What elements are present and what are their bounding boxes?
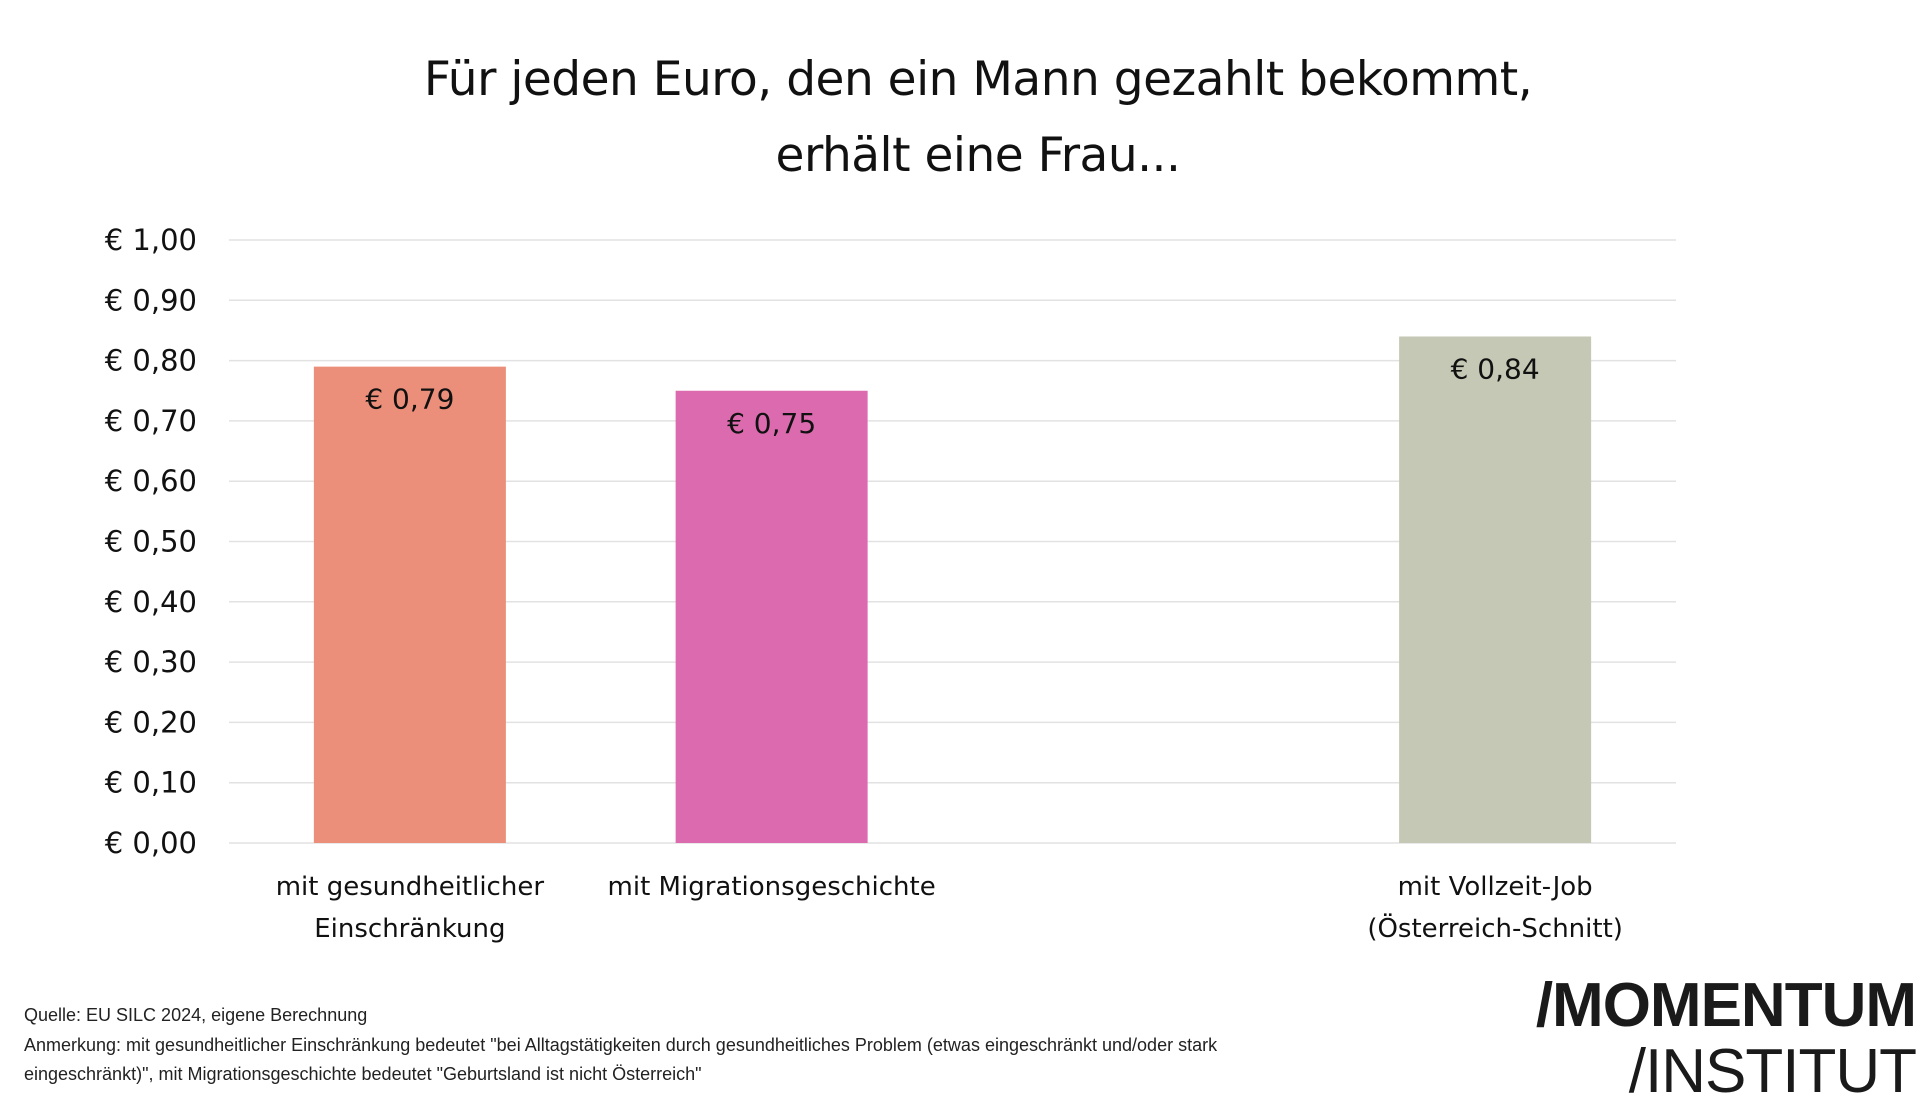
data-label: € 0,79 [365, 383, 454, 416]
category-label: mit gesundheitlicher [276, 872, 545, 902]
momentum-institut-logo: /MOMENTUM /INSTITUT [1535, 971, 1917, 1106]
logo-line-1: /MOMENTUM [1535, 971, 1917, 1040]
y-tick-label: € 0,40 [105, 585, 197, 619]
data-label: € 0,84 [1451, 352, 1540, 385]
bar [313, 366, 506, 843]
y-tick-label: € 0,50 [105, 525, 197, 559]
y-tick-label: € 1,00 [105, 223, 197, 257]
category-label: Einschränkung [314, 914, 505, 944]
y-tick-label: € 0,10 [105, 766, 197, 800]
bar-chart: € 0,00 € 0,10 € 0,20 € 0,30 € 0,40 € 0,50 € 0,… [105, 223, 1676, 944]
y-tick-label: € 0,00 [105, 826, 197, 860]
source-note: Quelle: EU SILC 2024, eigene Berechnung [24, 1005, 368, 1025]
data-label: € 0,75 [727, 407, 816, 440]
y-tick-label: € 0,80 [105, 344, 197, 378]
category-label: mit Migrationsgeschichte [608, 872, 936, 902]
logo-line-2: /INSTITUT [1628, 1037, 1917, 1106]
category-label: mit Vollzeit-Job [1398, 872, 1593, 902]
chart-title-line-2: erhält eine Frau... [775, 128, 1181, 183]
y-tick-label: € 0,20 [105, 705, 197, 739]
y-tick-label: € 0,60 [105, 464, 197, 498]
category-label: (Österreich-Schnitt) [1367, 912, 1623, 944]
annotation-line-2: eingeschränkt)", mit Migrationsgeschicht… [24, 1064, 702, 1084]
y-tick-label: € 0,30 [105, 645, 197, 679]
chart-title-line-1: Für jeden Euro, den ein Mann gezahlt bek… [423, 52, 1533, 107]
y-tick-label: € 0,90 [105, 283, 197, 317]
bar [1399, 336, 1592, 843]
y-tick-label: € 0,70 [105, 404, 197, 438]
annotation-line-1: Anmerkung: mit gesundheitlicher Einschrä… [24, 1035, 1218, 1055]
bar [675, 390, 868, 843]
